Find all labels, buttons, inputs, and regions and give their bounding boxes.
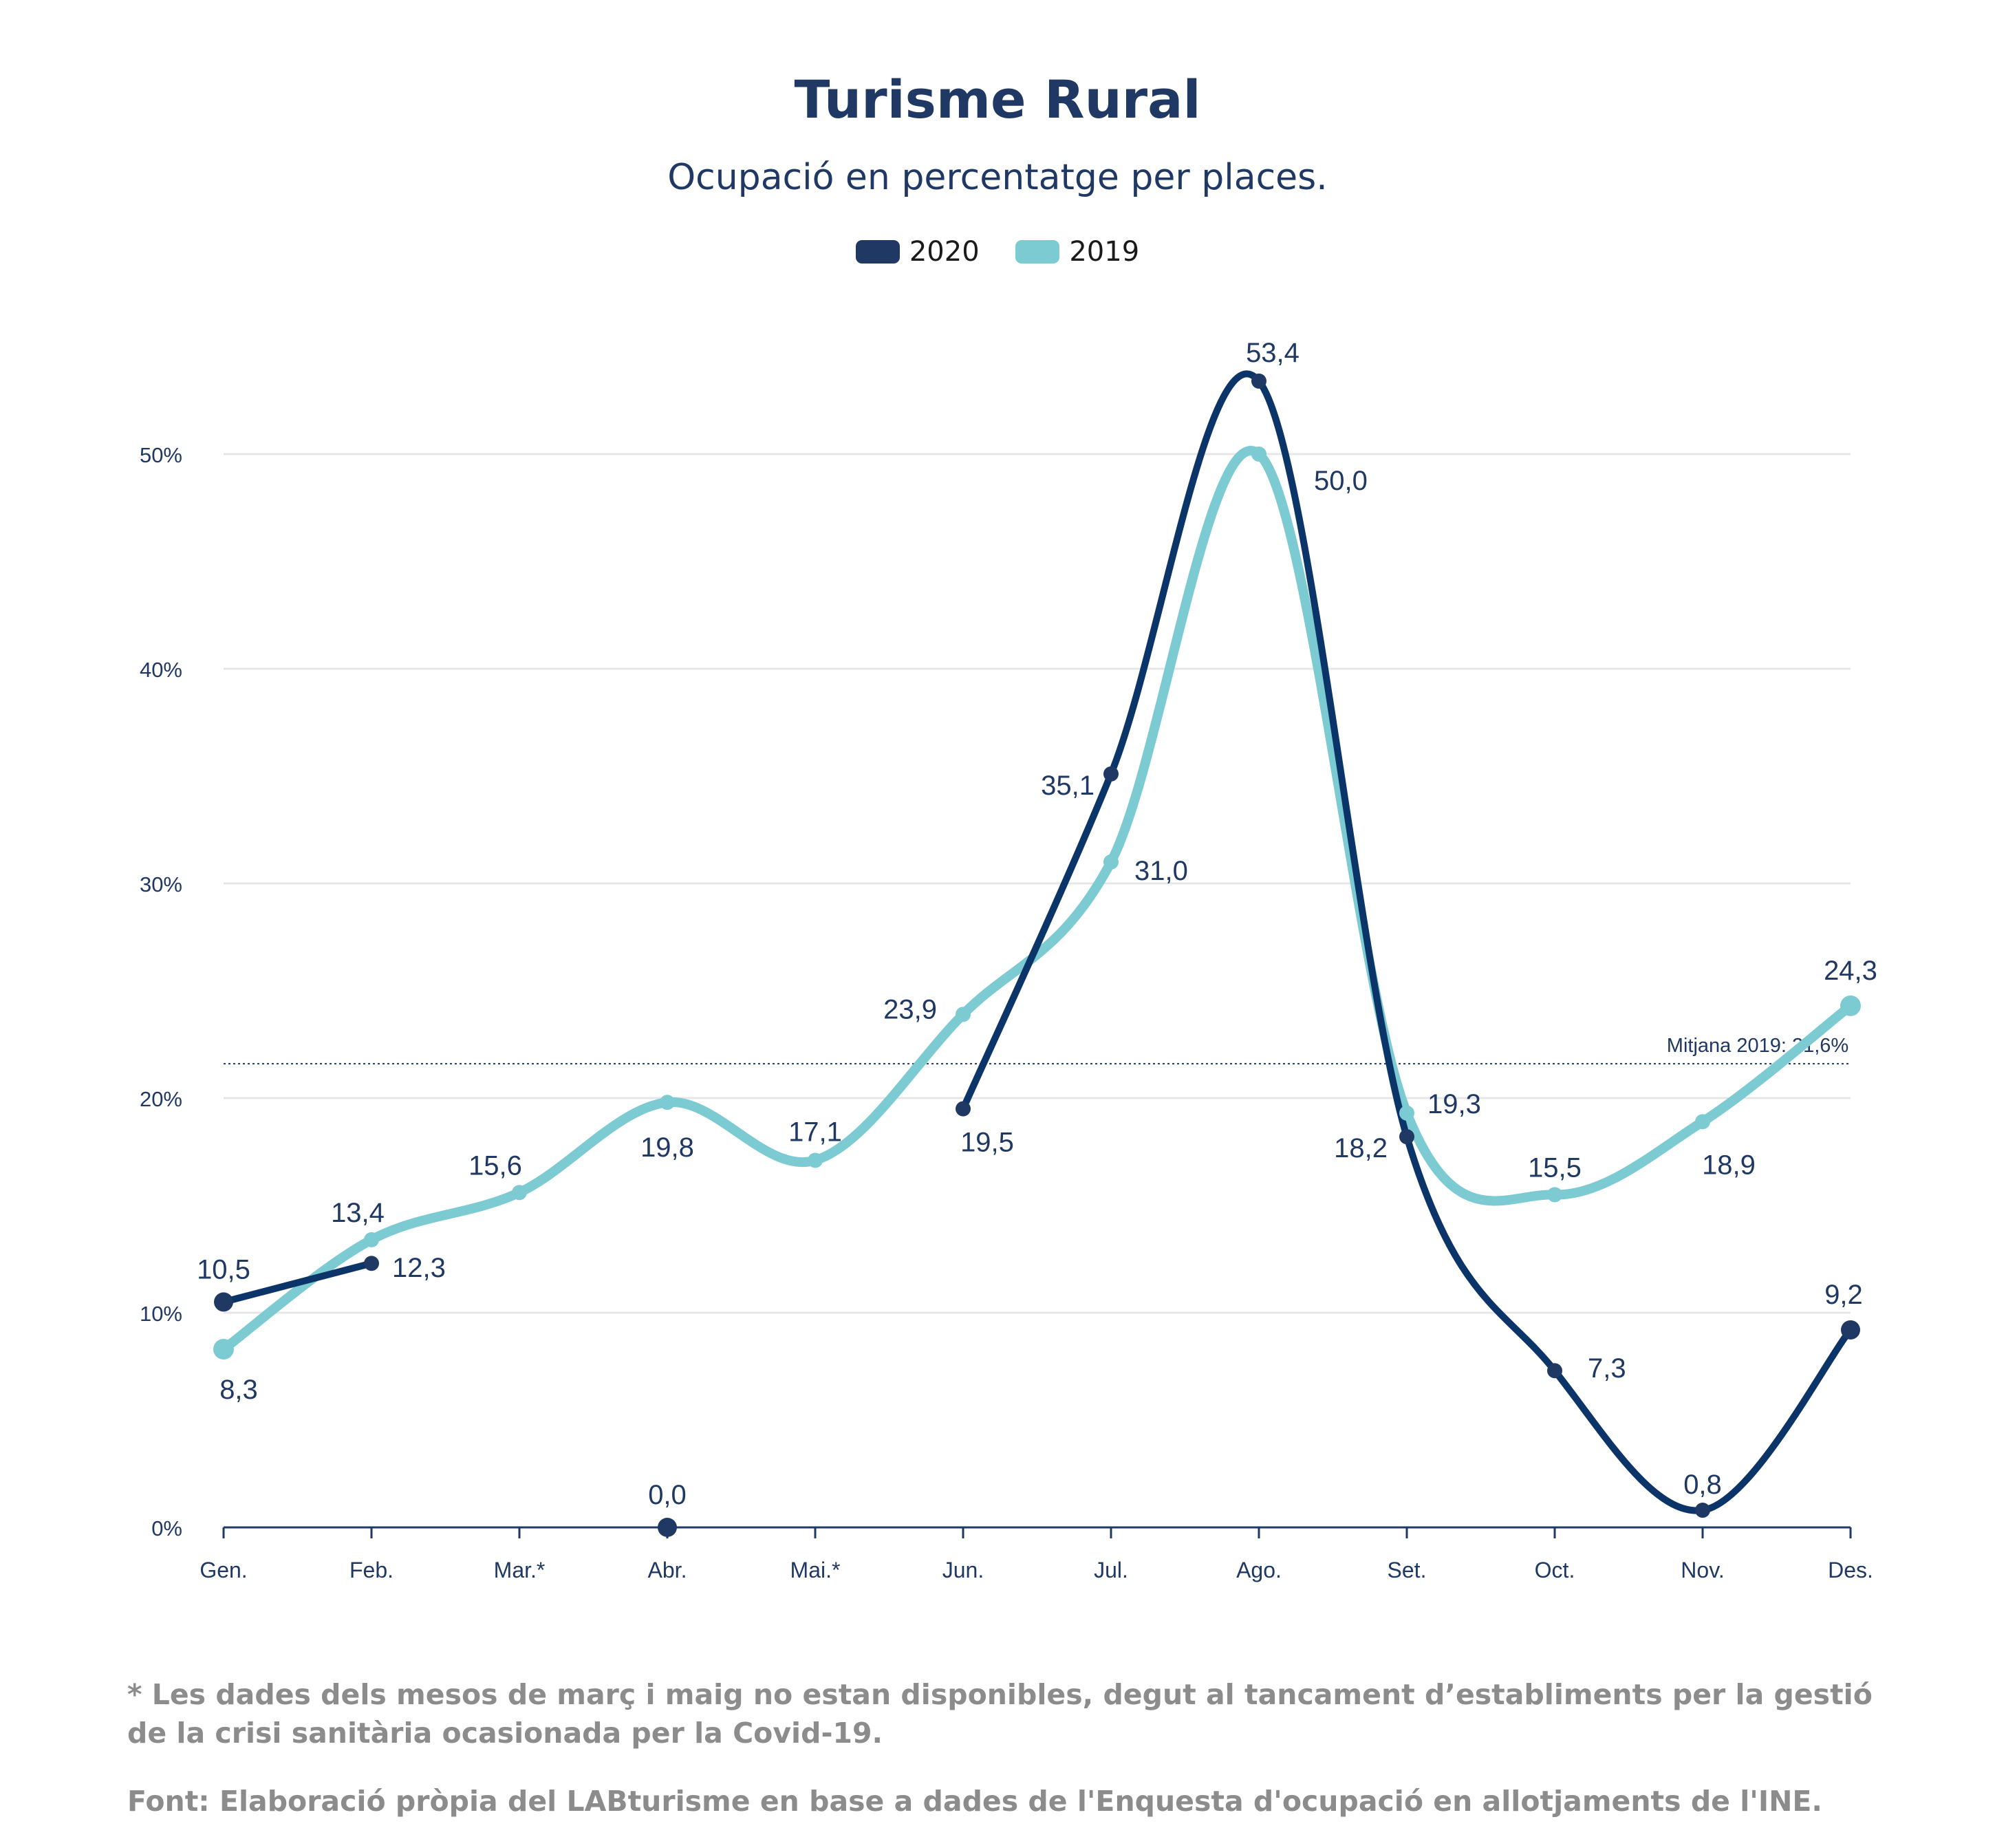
data-label-2019: 50,0 [1314,466,1368,496]
data-label-2020: 10,5 [197,1254,250,1285]
data-label-2019: 15,5 [1528,1152,1582,1183]
x-tick-label: Gen. [200,1558,247,1582]
data-point-2020 [956,1101,971,1117]
x-tick-label: Jul. [1094,1558,1128,1582]
data-label-2020: 53,4 [1246,338,1300,368]
data-label-2019: 19,8 [640,1132,694,1163]
axes: 0% 10% 20% 30% 40% 50% Gen. Feb. Mar.* Abr. Mai.* J… [140,443,1873,1582]
data-label-2020: 35,1 [1041,771,1094,801]
data-labels: 10,5 12,3 0,0 19,5 35,1 53,4 18,2 7,3 0,8 9,2 8,3 1… [197,338,1877,1510]
x-tick-label: Oct. [1535,1558,1575,1582]
reference-line-label: Mitjana 2019: 21,6% [1667,1035,1848,1057]
data-point-2019 [1399,1105,1414,1121]
data-point-2020 [364,1256,379,1271]
data-label-2019: 8,3 [219,1375,258,1405]
data-label-2019: 13,4 [331,1198,385,1228]
data-point-2019 [1547,1187,1562,1203]
data-label-2020: 18,2 [1334,1133,1388,1163]
x-tick-label: Nov. [1681,1558,1724,1582]
x-tick-label: Jun. [942,1558,984,1582]
y-tick-label: 30% [140,872,182,896]
data-point-2019 [1695,1114,1710,1130]
data-label-2020: 0,0 [648,1480,687,1510]
data-point-2019 [364,1232,379,1247]
series-lines [219,370,1855,1514]
data-label-2019: 24,3 [1824,956,1877,986]
data-label-2019: 31,0 [1134,856,1188,886]
legend-item-2019[interactable]: 2019 [1015,235,1139,268]
data-label-2019: 18,9 [1702,1150,1756,1180]
reference-line-group: Mitjana 2019: 21,6% [224,1035,1851,1065]
data-point-2020 [1841,1320,1860,1340]
data-point-2020 [1695,1503,1710,1518]
data-point-2020 [1547,1363,1562,1379]
data-point-2020 [658,1518,677,1537]
data-point-2019 [956,1007,971,1022]
y-tick-label: 0% [151,1516,182,1540]
data-point-2020 [1103,766,1119,782]
data-label-2019: 15,6 [468,1150,522,1181]
data-point-2019 [512,1185,527,1201]
footnote: * Les dades dels mesos de març i maig no… [127,1678,1873,1750]
data-point-2019 [1840,995,1861,1016]
data-point-2020 [1251,373,1266,389]
chart-title: Turisme Rural [794,69,1201,130]
x-tick-label: Mar.* [494,1558,546,1582]
data-point-2019 [1251,447,1266,462]
line-chart: 0% 10% 20% 30% 40% 50% Gen. Feb. Mar.* Abr. Mai.* J… [140,338,1877,1582]
x-tick-label: Des. [1828,1558,1873,1582]
legend-item-2020[interactable]: 2020 [855,235,980,268]
source-note: Font: Elaboració pròpia del LABturisme e… [127,1785,1823,1818]
x-tick-label: Ago. [1236,1558,1282,1582]
chart-subtitle: Ocupació en percentatge per places. [667,157,1328,198]
y-tick-label: 10% [140,1302,182,1326]
data-label-2019: 23,9 [883,994,937,1024]
chart-legend: 2020 2019 [0,234,1995,268]
data-point-2020 [1399,1129,1414,1145]
legend-swatch-2019 [1015,240,1060,264]
data-label-2020: 7,3 [1588,1353,1626,1384]
data-label-2019: 17,1 [788,1117,842,1147]
series-line-2020 [960,370,1854,1514]
legend-swatch-2020 [855,240,900,264]
data-point-2019 [660,1095,675,1110]
series-points [213,373,1861,1537]
y-tick-label: 40% [140,658,182,682]
series-line-2020 [220,1260,375,1306]
x-tick-label: Abr. [648,1558,687,1582]
data-label-2020: 0,8 [1683,1470,1722,1500]
data-label-2020: 9,2 [1824,1280,1863,1310]
x-tick-label: Mai.* [790,1558,841,1582]
legend-label-2020: 2020 [909,236,980,268]
data-point-2019 [213,1339,234,1360]
gridlines [224,453,1851,1314]
data-point-2019 [1103,854,1119,870]
x-tick-label: Set. [1388,1558,1427,1582]
series-line-2019 [219,446,1855,1355]
y-tick-label: 20% [140,1087,182,1111]
legend-label-2019: 2019 [1069,236,1140,268]
data-label-2020: 19,5 [960,1128,1014,1158]
y-tick-label: 50% [140,443,182,467]
data-label-2019: 19,3 [1427,1089,1481,1119]
data-point-2020 [214,1292,233,1312]
data-point-2019 [808,1152,823,1168]
data-label-2020: 12,3 [392,1253,446,1283]
x-tick-label: Feb. [349,1558,393,1582]
